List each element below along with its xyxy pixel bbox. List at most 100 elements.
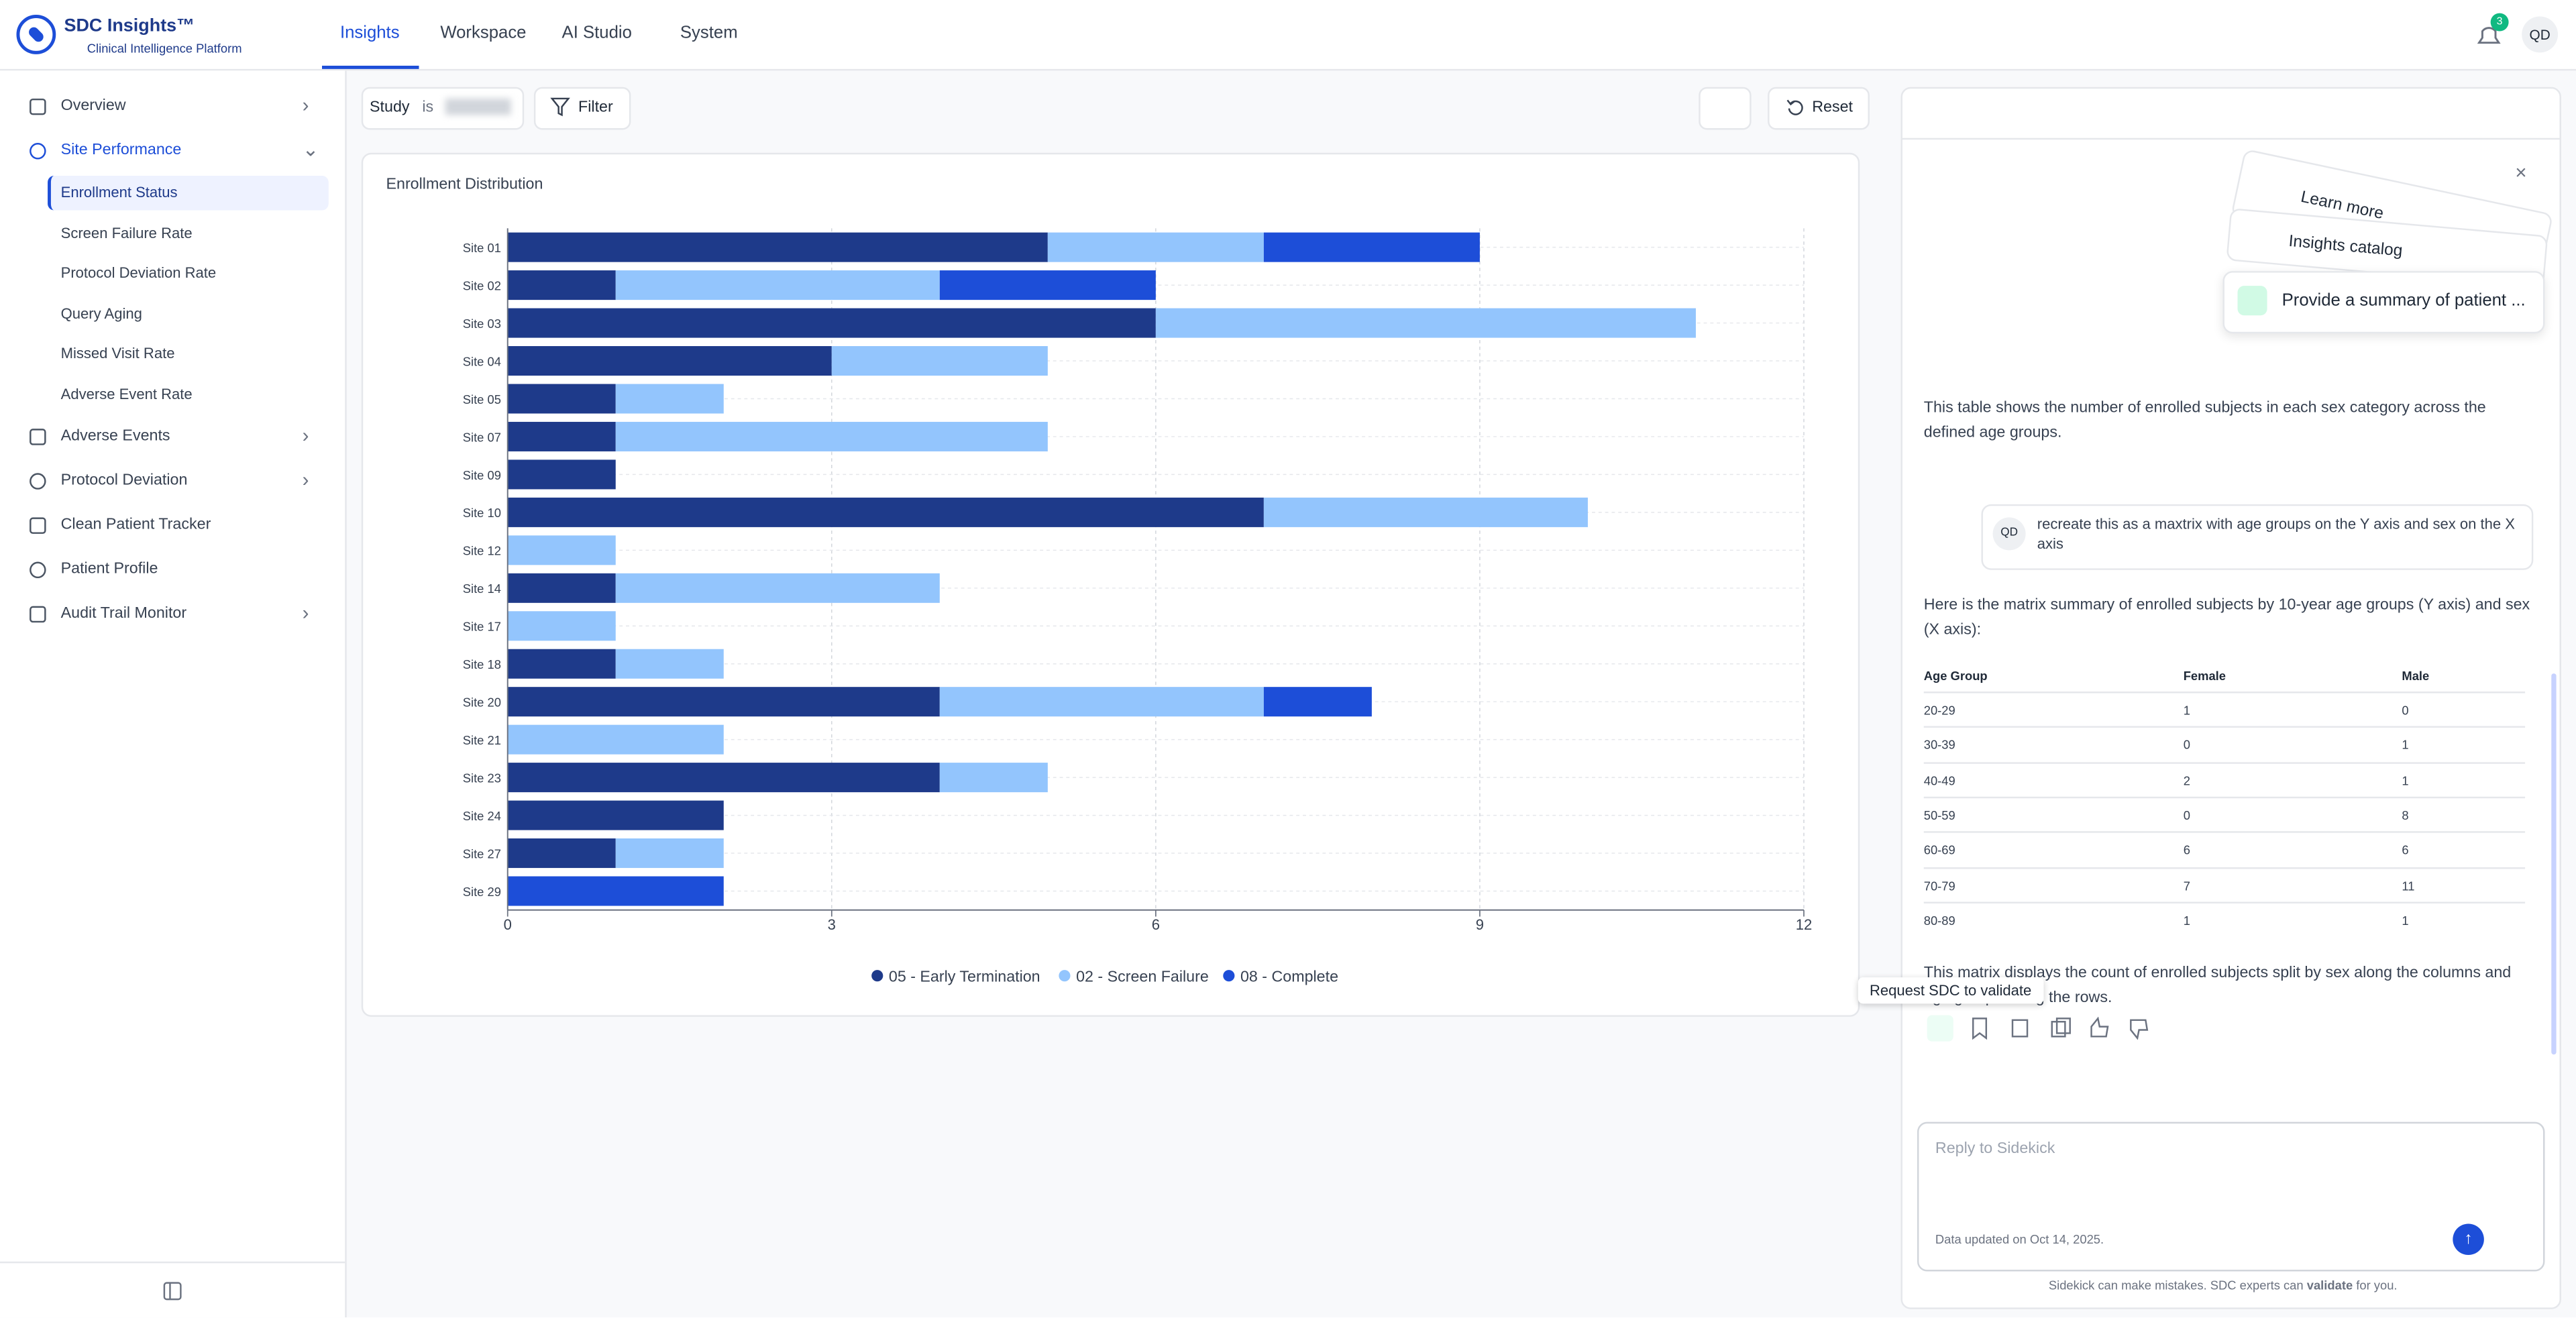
nav-item[interactable]: Audit Trail Monitor (60, 604, 187, 623)
bar-segment (939, 763, 1048, 793)
filter-button[interactable] (533, 87, 631, 130)
nav-item[interactable]: Overview (60, 97, 126, 115)
chevron: › (302, 468, 309, 492)
filter-operator: is (422, 98, 434, 117)
nav-active (48, 176, 329, 211)
avatar[interactable]: QD (2522, 16, 2559, 53)
y-tick-label: Site 04 (463, 354, 501, 368)
suggestion: Insights catalog (2288, 233, 2404, 261)
close-icon[interactable]: × (2515, 161, 2527, 184)
legend-swatch (1059, 970, 1071, 982)
disclaimer-text: for you. (2353, 1278, 2398, 1293)
y-tick-label: Site 05 (463, 392, 501, 406)
bar-segment (615, 270, 940, 300)
y-tick-label: Site 02 (463, 278, 501, 292)
sidebar-divider (0, 1261, 345, 1264)
bar-segment (507, 649, 616, 679)
bar-segment (1263, 232, 1480, 262)
chart-title: Enrollment Distribution (386, 175, 543, 193)
y-tick-label: Site 20 (463, 696, 501, 710)
message-actions[interactable] (1968, 1016, 2165, 1040)
table-cell: 30-39 (1923, 738, 1955, 753)
bar-segment (507, 763, 940, 793)
nav-subitem[interactable]: Protocol Deviation Rate (60, 264, 217, 281)
collapse[interactable] (162, 1281, 182, 1301)
redacted (445, 98, 511, 115)
y-tick-label: Site 21 (463, 733, 501, 747)
bar-segment (831, 346, 1048, 376)
bar-segment (507, 800, 724, 830)
reply-placeholder: Reply to Sidekick (1935, 1140, 2055, 1158)
y-tick-label: Site 01 (463, 241, 501, 255)
bar-segment (507, 421, 616, 451)
suggestion-card[interactable] (2222, 271, 2545, 334)
table-header: Female (2183, 668, 2226, 683)
nav-tab[interactable]: System (680, 23, 738, 43)
nav-item[interactable]: Protocol Deviation (60, 471, 188, 490)
validate-button[interactable] (1927, 1015, 1953, 1042)
table-cell: 60-69 (1923, 842, 1955, 858)
table-row-line (1923, 901, 2526, 903)
nav-subitem[interactable]: Query Aging (60, 305, 142, 321)
filter-label: Filter (578, 98, 613, 117)
nav-tab[interactable]: Workspace (440, 23, 527, 43)
reset-button[interactable] (1768, 87, 1870, 130)
y-tick-label: Site 09 (463, 468, 501, 482)
bar-segment (507, 497, 1264, 527)
nav-item[interactable]: Adverse Events (60, 427, 170, 445)
header (0, 0, 2576, 71)
nav-subitem[interactable]: Adverse Event Rate (60, 385, 193, 402)
suggestion: Provide a summary of patient ... (2282, 290, 2526, 311)
chevron: › (302, 601, 309, 624)
table-row-line (1923, 761, 2526, 763)
nav-item[interactable]: Clean Patient Tracker (60, 515, 211, 534)
bar-segment (615, 838, 724, 869)
nav-tab[interactable]: Insights (339, 23, 400, 43)
tooltip: Request SDC to validate (1858, 977, 2043, 1004)
disclaimer-link[interactable]: validate (2306, 1278, 2353, 1293)
nav-subitem[interactable]: Missed Visit Rate (60, 345, 175, 362)
table-cell: 8 (2402, 808, 2409, 823)
filter-field: Study (370, 98, 410, 117)
notifications[interactable] (2473, 19, 2506, 52)
assistant-message: Here is the matrix summary of enrolled s… (1923, 596, 2530, 639)
x-tick-label: 12 (1796, 916, 1813, 933)
chevron: › (302, 423, 309, 447)
bar-segment (1047, 232, 1264, 262)
bar-segment (615, 573, 940, 603)
bar-segment (615, 421, 1048, 451)
reply-box[interactable] (1917, 1121, 2545, 1272)
nav-icon (30, 606, 46, 623)
bar-segment (939, 687, 1264, 717)
nav-icon (30, 473, 46, 490)
nav-item[interactable]: Site Performance (60, 141, 182, 160)
bar-segment (507, 232, 1048, 262)
send-button[interactable]: ↑ (2453, 1223, 2484, 1256)
nav-subitem[interactable]: Screen Failure Rate (60, 224, 193, 241)
bar-segment (507, 346, 832, 376)
x-tick-label: 3 (828, 916, 836, 933)
y-tick-label: Site 23 (463, 771, 501, 785)
assistant-message: This table shows the number of enrolled … (1923, 399, 2486, 442)
legend-swatch (871, 970, 883, 982)
bar-segment (1263, 497, 1588, 527)
bar-segment (507, 535, 616, 565)
nav-subitem[interactable]: Enrollment Status (60, 184, 178, 201)
active-tab (322, 65, 419, 69)
y-tick-label: Site 10 (463, 506, 501, 520)
x-tick-label: 6 (1152, 916, 1160, 933)
bar-segment (507, 687, 940, 717)
nav-item[interactable]: Patient Profile (60, 560, 158, 579)
table-cell: 1 (2402, 738, 2409, 753)
table-row-line (1923, 726, 2526, 728)
nav-tab[interactable]: AI Studio (561, 23, 632, 43)
y-tick-label: Site 29 (463, 885, 501, 899)
table-cell: 80-89 (1923, 913, 1955, 928)
table-cell: 50-59 (1923, 808, 1955, 823)
chevron: ⌄ (302, 138, 319, 162)
theme-button[interactable] (1699, 87, 1752, 130)
sidebar (0, 70, 347, 1318)
bar-segment (507, 876, 724, 906)
bar-segment (615, 649, 724, 679)
bar-segment (507, 459, 616, 490)
